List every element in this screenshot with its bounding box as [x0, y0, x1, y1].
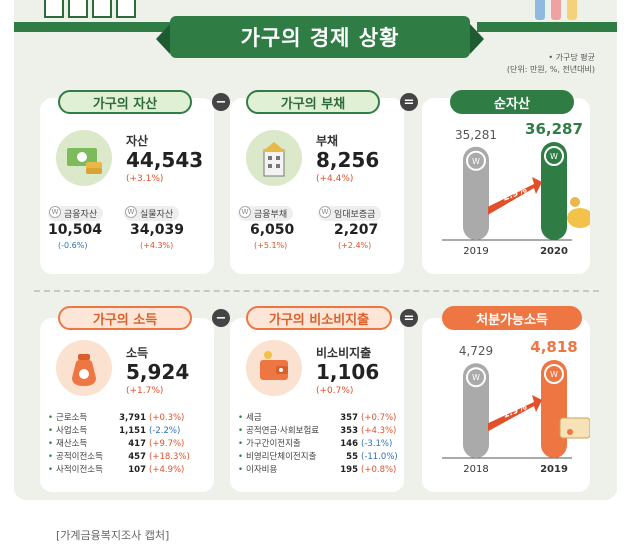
nonconsumption-value: 1,106	[316, 360, 380, 384]
income-value: 5,924	[126, 360, 190, 384]
money-icon	[56, 130, 112, 186]
nonconsumption-name: 비소비지출	[316, 346, 372, 360]
income-name: 소득	[126, 346, 149, 360]
assets-card	[40, 98, 214, 274]
minus-operator: −	[212, 309, 230, 327]
assets-name: 자산	[126, 134, 149, 148]
debt-value: 8,256	[316, 148, 380, 172]
infographic-panel: 가구의 경제 상황 • 가구당 평균 (단위: 만원, %, 전년대비) 가구의…	[14, 0, 617, 500]
won-icon: W	[125, 206, 137, 218]
money-bag-icon	[56, 340, 112, 396]
list-item: • 이자비용 195 (+0.8%)	[238, 465, 397, 475]
income-breakdown: • 근로소득 3,791 (+0.3%) • 사업소득 1,151 (-2.2%) • 재산소…	[48, 412, 190, 477]
image-caption: [가계금융복지조사 캡처]	[56, 529, 170, 542]
won-icon: W	[319, 206, 331, 218]
deposit-pct: (+2.4%)	[338, 241, 372, 250]
assets-pct: (+3.1%)	[126, 174, 164, 184]
income-pct: (+1.7%)	[126, 386, 164, 396]
card-dot	[567, 429, 573, 435]
debt-pill: 가구의 부채	[246, 90, 380, 114]
financial-debt-pct: (+5.1%)	[254, 241, 288, 250]
won-icon	[466, 367, 486, 388]
card-icon	[559, 417, 590, 439]
note-average: • 가구당 평균	[548, 53, 595, 62]
value-label: 35,281	[455, 128, 497, 142]
won-icon	[466, 150, 486, 171]
debt-pct: (+4.4%)	[316, 174, 354, 184]
financial-assets-label: W 금융자산	[48, 206, 104, 221]
won-symbol: W	[472, 157, 480, 166]
won-symbol: W	[550, 152, 558, 161]
nonconsumption-pct: (+0.7%)	[316, 386, 354, 396]
deposit-value: 2,207	[334, 222, 379, 238]
value-label: 4,818	[530, 338, 577, 356]
equals-operator: =	[400, 309, 418, 327]
header-bar-right	[477, 22, 617, 32]
net-assets-pill: 순자산	[450, 90, 574, 114]
won-symbol: W	[550, 370, 558, 379]
building-icon	[246, 130, 302, 186]
list-item: • 사적이전소득 107 (+4.9%)	[48, 465, 185, 475]
top-right-decoration	[535, 0, 577, 20]
tick-label: 2020	[540, 246, 568, 257]
income-pill: 가구의 소득	[58, 306, 192, 330]
tick-label: 2019	[540, 464, 568, 475]
won-symbol: W	[472, 373, 480, 382]
financial-assets-pct: (-0.6%)	[58, 241, 88, 250]
list-item: • 세금 357 (+0.7%)	[238, 413, 397, 423]
equals-operator: =	[400, 93, 418, 111]
page-title: 가구의 경제 상황	[156, 16, 484, 58]
bar	[541, 142, 567, 240]
debt-name: 부채	[316, 134, 339, 148]
value-label: 4,729	[459, 344, 493, 358]
net-assets-chart: W 35,281 2019 W 36,287 2020 2.9%	[442, 120, 590, 257]
list-item: • 가구간이전지출 146 (-3.1%)	[238, 439, 393, 449]
list-item: • 근로소득 3,791 (+0.3%)	[48, 413, 185, 423]
piggy-bank-icon	[567, 208, 590, 228]
won-icon: W	[239, 206, 251, 218]
tick-label: 2018	[463, 464, 488, 475]
assets-pill: 가구의 자산	[58, 90, 192, 114]
won-icon: W	[49, 206, 61, 218]
list-item: • 재산소득 417 (+9.7%)	[48, 439, 185, 449]
won-icon	[544, 146, 564, 166]
nonconsumption-pill: 가구의 비소비지출	[246, 306, 392, 330]
financial-debt-label: W 금융부채	[238, 206, 294, 221]
tick-label: 2019	[463, 246, 488, 257]
growth-arrow	[488, 177, 542, 215]
list-item: • 공적연금·사회보험료 353 (+4.3%)	[238, 426, 397, 436]
top-decoration	[44, 0, 136, 22]
growth-label: 1.9%	[502, 402, 529, 421]
disposable-income-pill: 처분가능소득	[442, 306, 582, 330]
nonconsumption-breakdown: • 세금 357 (+0.7%) • 공적연금·사회보험료 353 (+4.3%) • 가구간…	[238, 412, 398, 477]
disposable-income-chart: W 4,729 2018 W 4,818 2019 1.9%	[442, 338, 590, 475]
bar	[463, 146, 489, 240]
financial-debt-value: 6,050	[250, 222, 295, 238]
unit-notes: • 가구당 평균 (단위: 만원, %, 전년대비)	[507, 52, 595, 76]
list-item: • 공적이전소득 457 (+18.3%)	[48, 452, 190, 462]
header-bar-left	[14, 22, 174, 32]
bar	[463, 363, 489, 458]
financial-assets-value: 10,504	[48, 222, 103, 238]
list-item: • 사업소득 1,151 (-2.2%)	[48, 426, 181, 436]
real-assets-label: W 실물자산	[124, 206, 180, 221]
wallet-icon	[246, 340, 302, 396]
note-unit: (단위: 만원, %, 전년대비)	[506, 65, 595, 74]
won-icon	[544, 364, 564, 384]
growth-arrow	[488, 395, 542, 432]
deposit-label: W 임대보증금	[318, 206, 382, 221]
value-label: 36,287	[525, 120, 583, 138]
debt-card	[230, 98, 404, 274]
real-assets-pct: (+4.3%)	[140, 241, 174, 250]
minus-operator: −	[212, 93, 230, 111]
coin-icon	[570, 197, 580, 207]
assets-value: 44,543	[126, 148, 204, 172]
real-assets-value: 34,039	[130, 222, 185, 238]
growth-label: 2.9%	[502, 185, 529, 204]
section-divider	[34, 290, 599, 292]
list-item: • 비영리단체이전지출 55 (-11.0%)	[238, 452, 398, 462]
